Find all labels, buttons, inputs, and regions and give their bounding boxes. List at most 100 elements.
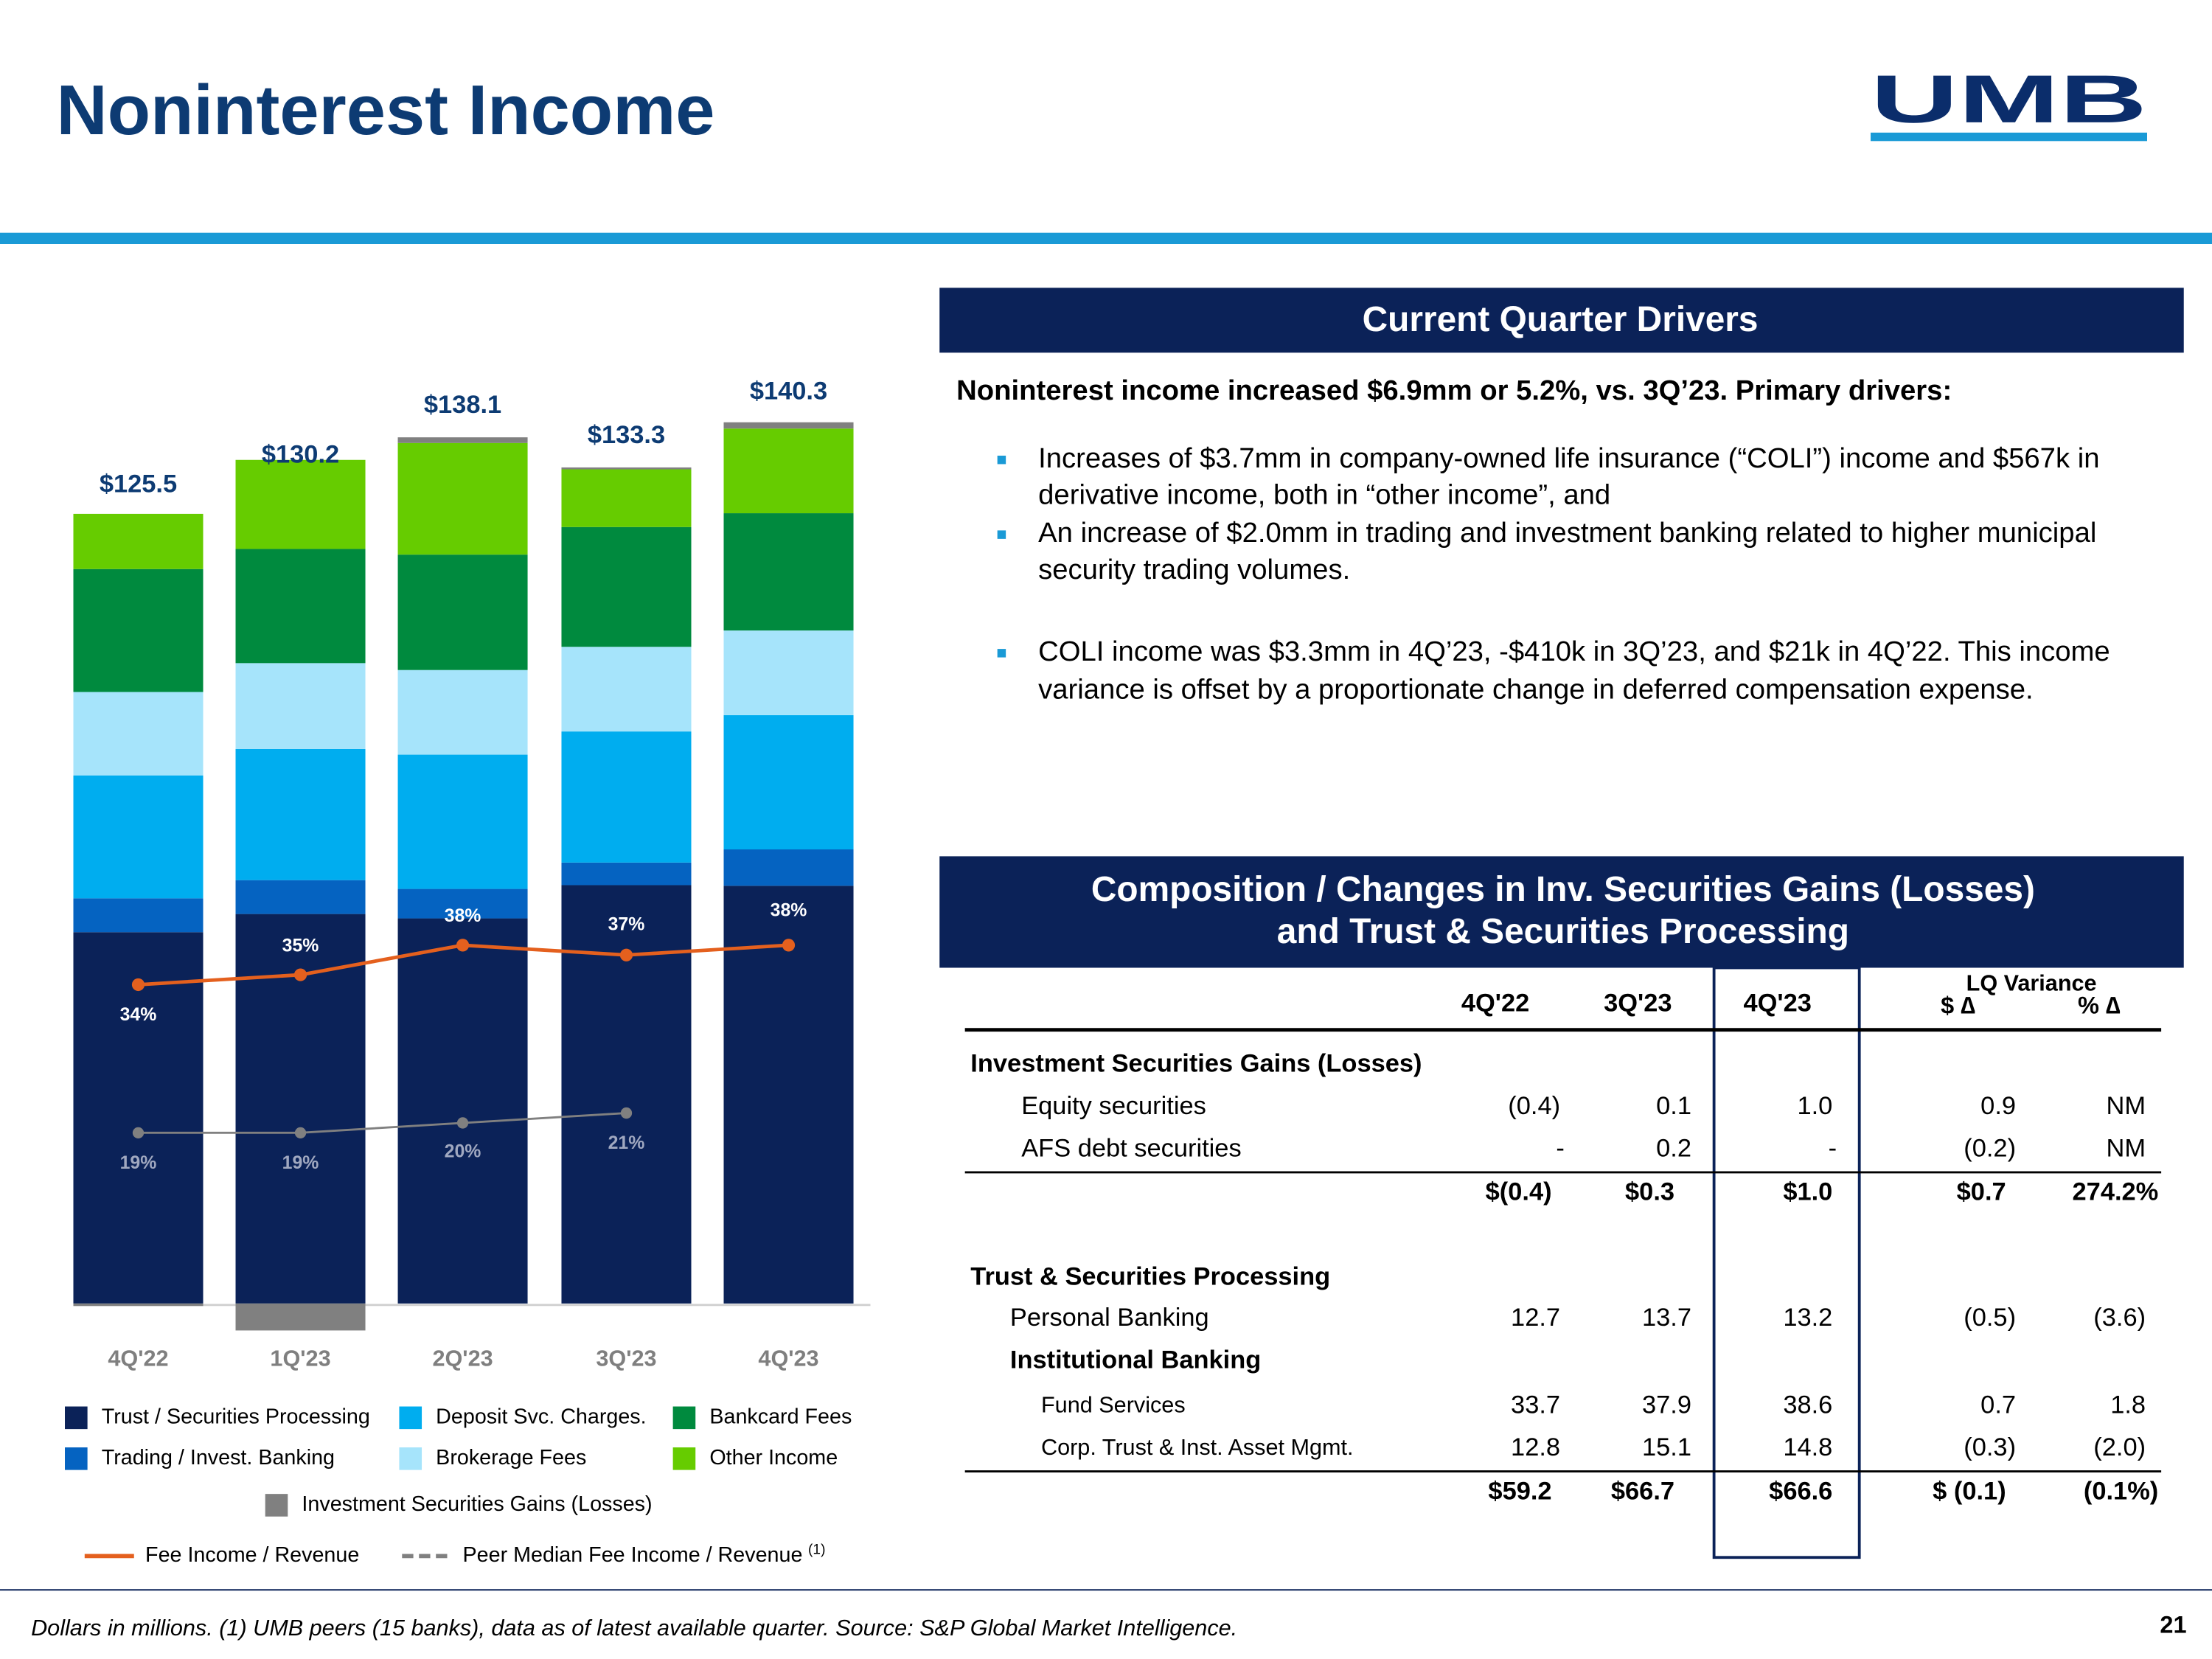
row-heading: Investment Securities Gains (Losses) — [970, 1050, 1422, 1078]
table-cell: (0.2) — [1964, 1134, 2016, 1162]
footnote: Dollars in millions. (1) UMB peers (15 b… — [31, 1615, 1237, 1641]
bar-segment — [561, 862, 692, 886]
table-cell: 38.6 — [1783, 1391, 1832, 1419]
column-header: $ ∆ — [1941, 992, 1975, 1019]
bar-segment — [235, 1303, 366, 1331]
header-rule — [0, 232, 2212, 244]
bar-segment — [561, 526, 692, 647]
logo-bar — [1870, 132, 2147, 142]
line-point — [131, 978, 145, 992]
legend-swatch — [399, 1406, 422, 1430]
bar-segment — [235, 880, 366, 914]
bar-segment — [397, 918, 528, 1304]
legend-label: Trust / Securities Processing — [102, 1405, 370, 1428]
table-cell: (0.5) — [1964, 1304, 2016, 1332]
point-label: 38% — [445, 905, 481, 926]
table-cell: $(0.4) — [1486, 1178, 1552, 1206]
bar-segment — [73, 692, 204, 776]
drivers-header — [939, 288, 2184, 353]
bar-segment — [397, 554, 528, 670]
table-cell: 274.2% — [2073, 1178, 2159, 1206]
row-label: Personal Banking — [1010, 1304, 1209, 1332]
row-heading: Institutional Banking — [1010, 1346, 1261, 1374]
bar-segment — [73, 513, 204, 569]
bar-segment — [73, 775, 204, 899]
total-label: $130.2 — [262, 440, 339, 468]
table-cell: 0.1 — [1656, 1092, 1691, 1120]
bar-segment — [397, 888, 528, 919]
bullet-text: variance is offset by a proportionate ch… — [1038, 674, 2034, 706]
table-cell: 12.7 — [1511, 1304, 1560, 1332]
table-cell: (3.6) — [2093, 1304, 2146, 1332]
bullet-text: derivative income, both in “other income… — [1038, 479, 1610, 511]
drivers-title: Current Quarter Drivers — [1363, 300, 1759, 339]
bar-segment — [561, 467, 692, 470]
table-cell: 1.0 — [1797, 1092, 1832, 1120]
row-heading: Trust & Securities Processing — [970, 1263, 1330, 1291]
logo: UMB — [1871, 62, 2147, 137]
x-tick-label: 4Q'22 — [108, 1346, 168, 1371]
table-cell: 1.8 — [2110, 1391, 2146, 1419]
bar-segment — [235, 459, 366, 549]
table-cell: 0.9 — [1980, 1092, 2016, 1120]
bar-segment — [73, 898, 204, 933]
point-label: 20% — [445, 1141, 481, 1162]
column-highlight — [1712, 966, 1861, 1559]
bar-segment — [723, 630, 854, 715]
bar-segment — [73, 1303, 204, 1307]
bullet-text: An increase of $2.0mm in trading and inv… — [1038, 517, 2096, 549]
legend-swatch — [65, 1406, 88, 1430]
column-header: 4Q'22 — [1461, 989, 1529, 1017]
table-cell: 13.2 — [1783, 1304, 1832, 1332]
line-point — [620, 1107, 633, 1119]
table-cell: 0.2 — [1656, 1134, 1691, 1162]
title: Noninterest Income — [57, 71, 715, 150]
table-header — [939, 856, 2184, 968]
legend-swatch — [65, 1447, 88, 1470]
x-tick-label: 2Q'23 — [432, 1346, 493, 1371]
table-cell: 12.8 — [1511, 1433, 1560, 1461]
x-tick-label: 1Q'23 — [270, 1346, 330, 1371]
bullet-text: security trading volumes. — [1038, 554, 1350, 585]
table-cell: - — [1556, 1134, 1564, 1162]
line-point — [456, 939, 470, 952]
table-cell: (2.0) — [2093, 1433, 2146, 1461]
bar-segment — [73, 932, 204, 1304]
bullet-text: COLI income was $3.3mm in 4Q’23, -$410k … — [1038, 636, 2110, 667]
total-label: $138.1 — [424, 391, 501, 419]
bar-segment — [561, 885, 692, 1304]
bar-segment — [561, 731, 692, 863]
legend-swatch — [399, 1447, 422, 1470]
bar-segment — [397, 442, 528, 555]
table-cell: 33.7 — [1511, 1391, 1560, 1419]
table-cell: - — [1829, 1134, 1837, 1162]
point-label: 35% — [282, 935, 319, 956]
total-label: $125.5 — [100, 470, 177, 498]
table-cell: $0.7 — [1957, 1178, 2006, 1206]
bar-segment — [235, 663, 366, 749]
legend-label: Trading / Invest. Banking — [102, 1446, 335, 1470]
bar-segment — [235, 748, 366, 880]
line-point — [132, 1127, 145, 1139]
legend-label: Deposit Svc. Charges. — [436, 1405, 646, 1428]
column-header: 3Q'23 — [1604, 989, 1672, 1017]
table-cell: $ (0.1) — [1933, 1477, 2006, 1505]
x-tick-label: 3Q'23 — [596, 1346, 656, 1371]
x-tick-label: 4Q'23 — [758, 1346, 818, 1371]
column-header: 4Q'23 — [1744, 989, 1812, 1017]
table-cell: 13.7 — [1642, 1304, 1691, 1332]
table-cell: $59.2 — [1488, 1477, 1551, 1505]
bullet-marker — [997, 649, 1006, 658]
bar-segment — [561, 647, 692, 732]
row-label: AFS debt securities — [1021, 1134, 1241, 1162]
bar-segment — [723, 422, 854, 429]
line-point — [782, 939, 796, 952]
bar-segment — [723, 428, 854, 514]
point-label: 19% — [282, 1152, 319, 1173]
page-number: 21 — [2160, 1612, 2186, 1638]
legend-label: Fee Income / Revenue — [145, 1543, 359, 1567]
column-header: % ∆ — [2078, 992, 2121, 1019]
legend-label: Other Income — [709, 1446, 838, 1470]
table-cell: $66.7 — [1611, 1477, 1674, 1505]
